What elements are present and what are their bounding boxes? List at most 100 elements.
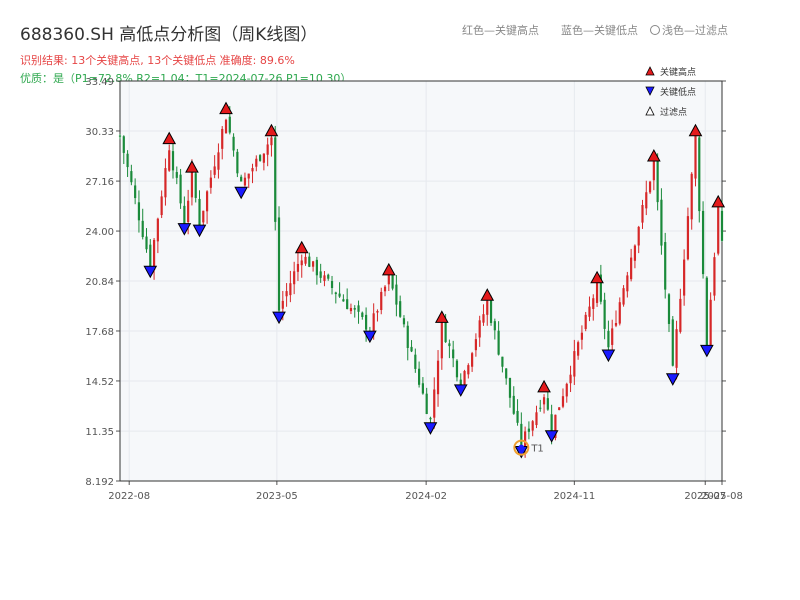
x-tick-label: 2024-02 [405, 491, 447, 502]
legend-high-label: 关键高点 [660, 66, 696, 78]
candle-body [240, 176, 243, 182]
candle-body [145, 236, 148, 250]
y-tick-label: 24.00 [85, 227, 114, 238]
candle-body [501, 356, 504, 367]
y-tick-label: 30.33 [85, 127, 114, 138]
candle-body [516, 410, 519, 423]
y-tick-label: 27.16 [85, 177, 114, 188]
key-low-marker [192, 224, 207, 238]
candle-body [308, 256, 311, 267]
candle-body [542, 397, 546, 405]
key-low-marker [177, 223, 192, 236]
legend-low-icon [645, 86, 655, 96]
t1-marker [513, 439, 530, 456]
candle-body [406, 325, 409, 348]
candle-body [455, 360, 459, 378]
x-tick-label: 2024-11 [553, 491, 595, 502]
candle-body [361, 312, 364, 317]
x-tick-label: 2025-07 [684, 491, 726, 502]
key-high-marker [711, 194, 726, 208]
candle-body [524, 431, 527, 448]
candle-body [561, 396, 565, 407]
candle-body [414, 354, 417, 369]
candle-body [660, 199, 663, 246]
candle-body [577, 342, 580, 356]
candle-body [160, 196, 163, 216]
candle-body [357, 305, 360, 312]
candle-body [289, 283, 292, 296]
candle-body [694, 135, 697, 179]
candle-body [425, 393, 428, 415]
candle-body [508, 377, 512, 398]
candle-body [334, 292, 337, 295]
key-low-marker [700, 344, 714, 358]
key-high-marker [185, 160, 199, 173]
key-low-marker [272, 311, 286, 325]
candle-body [395, 284, 398, 305]
candle-body [323, 275, 326, 281]
candle-body [497, 330, 500, 355]
key-low-marker [143, 265, 158, 279]
candle-body [486, 300, 489, 315]
candle-body [149, 244, 152, 269]
candle-body [327, 274, 330, 279]
candle-body [592, 298, 595, 309]
candle-body [338, 293, 341, 297]
key-high-marker [590, 270, 604, 284]
candle-body [471, 353, 474, 367]
candle-body [489, 300, 493, 323]
plot-frame [119, 80, 723, 482]
hint-high: 红色—关键高点 [462, 24, 539, 37]
candle-body [137, 202, 141, 221]
candle-body [266, 144, 269, 155]
hint-low: 蓝色—关键低点 [561, 24, 638, 37]
candle-body [391, 273, 394, 289]
candle-body [315, 259, 318, 276]
candle-body [611, 328, 614, 345]
candle-body [614, 323, 618, 326]
candle-body [277, 217, 281, 311]
candle-body [603, 299, 606, 329]
candle-body [402, 318, 406, 325]
candle-body [243, 177, 247, 186]
legend-high-icon [645, 66, 655, 76]
candle-body [701, 210, 705, 275]
candle-body [410, 346, 413, 352]
y-tick-label: 14.52 [85, 377, 114, 388]
candle-body [452, 349, 455, 359]
candle-body [573, 351, 576, 377]
candle-body [440, 319, 443, 359]
candle-body [463, 370, 466, 385]
candle-body [709, 299, 712, 349]
key-high-marker [434, 310, 449, 323]
key-high-marker [264, 123, 279, 137]
key-low-marker [453, 384, 468, 397]
candle-body [679, 298, 682, 332]
candle-body [175, 172, 178, 178]
candle-body [190, 168, 194, 198]
candle-body [258, 155, 262, 161]
candle-body [168, 150, 171, 171]
candle-body [228, 116, 231, 133]
candle-body [270, 137, 273, 146]
candle-body [187, 200, 190, 223]
candle-body [645, 192, 648, 209]
key-high-marker [294, 240, 309, 254]
key-high-marker [537, 379, 551, 393]
candle-body [380, 291, 383, 311]
candle-body [179, 174, 182, 204]
candle-body [346, 299, 349, 310]
candle-body [251, 168, 254, 172]
candle-body [580, 332, 584, 340]
candle-body [474, 339, 477, 351]
candle-body [493, 321, 496, 331]
candle-body [319, 271, 322, 278]
candle-body [429, 417, 432, 420]
candle-body [281, 300, 284, 309]
candle-body [637, 226, 640, 246]
candle-body [520, 423, 523, 448]
candle-body [247, 173, 250, 179]
candle-body [459, 379, 462, 389]
candle-body [376, 311, 379, 313]
candle-body [141, 220, 144, 238]
